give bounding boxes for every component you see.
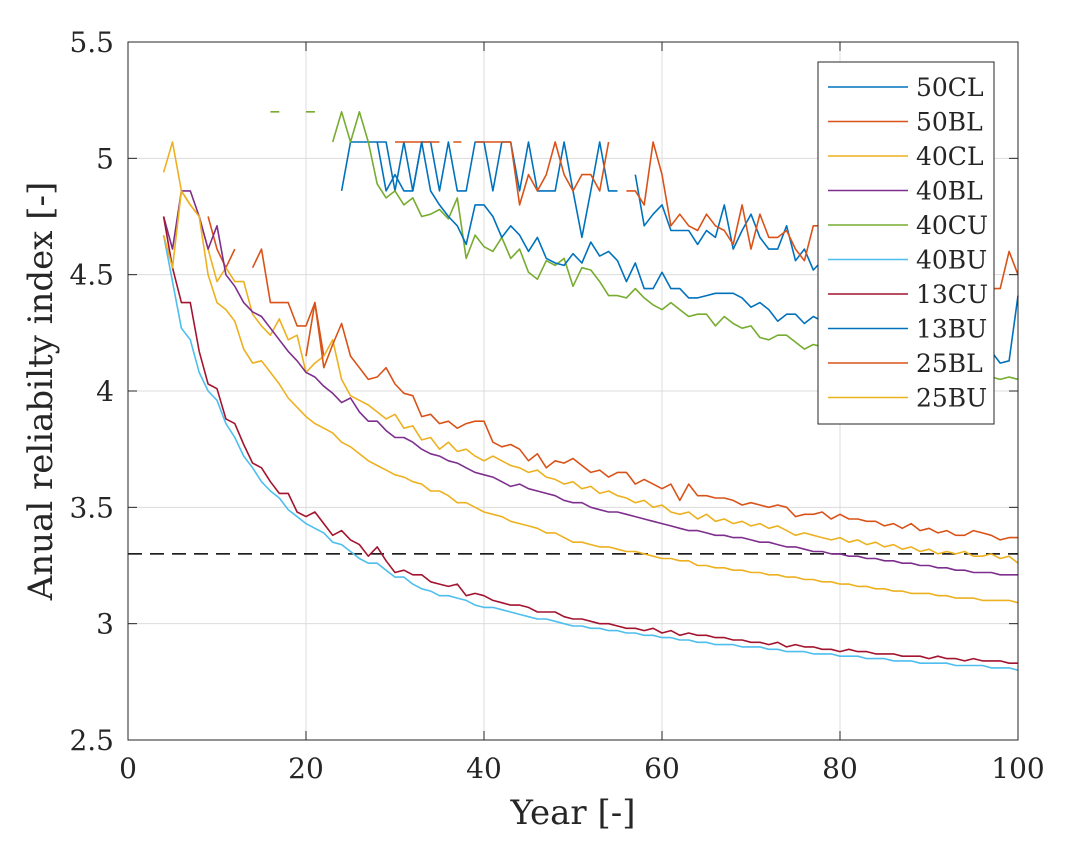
series-line-13cu xyxy=(162,216,1018,664)
y-tick-label-0: 2.5 xyxy=(69,724,114,757)
legend-label-50bl: 50BL xyxy=(916,108,983,137)
y-tick-label-4: 4.5 xyxy=(69,259,114,292)
series-line-25bu xyxy=(162,190,1019,604)
legend-label-50cl: 50CL xyxy=(916,73,984,102)
series-line-50bl xyxy=(207,141,1019,357)
x-tick-label-1: 20 xyxy=(288,752,324,785)
x-tick-label-5: 100 xyxy=(991,752,1044,785)
legend: 50CL 50BL 40CL 40BL 40CU 40BU 13CU 13BU 25BL 25BU xyxy=(817,61,995,425)
legend-label-13bu: 13BU xyxy=(916,315,987,344)
y-axis-label: Anual reliabilty index [-] xyxy=(21,182,61,602)
x-tick-label-2: 40 xyxy=(466,752,502,785)
y-tick-label-5: 5 xyxy=(96,142,114,175)
y-tick-label-6: 5.5 xyxy=(69,26,114,59)
legend-label-40bu: 40BU xyxy=(916,246,987,275)
legend-label-40cl: 40CL xyxy=(916,142,984,171)
x-axis-label: Year [-] xyxy=(510,793,636,833)
legend-label-40cu: 40CU xyxy=(916,211,988,240)
ticks-group: 0 20 40 60 80 100 2.5 3 3.5 4 4.5 5 5.5 xyxy=(69,26,1044,785)
series-group xyxy=(162,111,1019,671)
legend-label-13cu: 13CU xyxy=(916,280,988,309)
x-tick-label-4: 80 xyxy=(822,752,858,785)
legend-label-25bl: 25BL xyxy=(916,349,983,378)
x-tick-label-3: 60 xyxy=(644,752,680,785)
series-line-25bl xyxy=(305,301,1018,541)
series-line-40bu xyxy=(162,234,1019,671)
legend-label-40bl: 40BL xyxy=(916,177,983,206)
y-tick-label-3: 4 xyxy=(96,375,114,408)
x-tick-label-0: 0 xyxy=(119,752,137,785)
y-tick-label-1: 3 xyxy=(96,608,114,641)
y-tick-label-2: 3.5 xyxy=(69,491,114,524)
series-line-40bl xyxy=(162,190,1018,576)
legend-label-25bu: 25BU xyxy=(916,384,987,413)
